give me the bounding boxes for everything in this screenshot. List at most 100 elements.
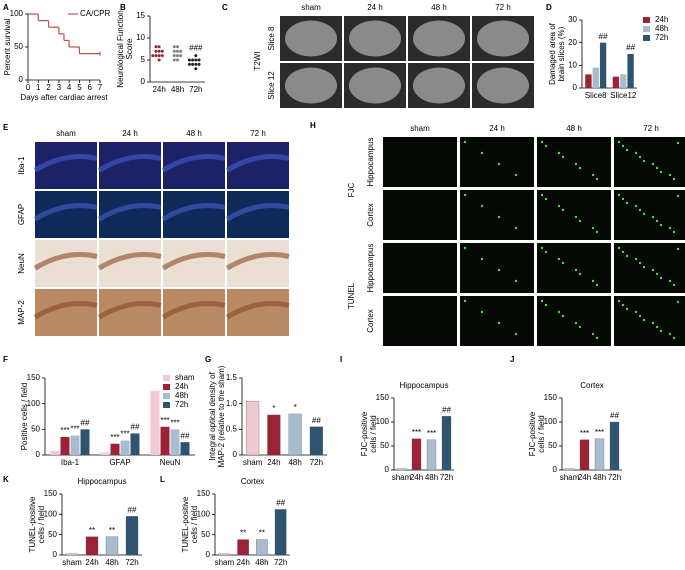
stained-cell <box>655 325 659 329</box>
significance: ** <box>240 529 246 538</box>
stained-cell <box>642 318 646 322</box>
micrograph <box>537 243 611 293</box>
score-dot <box>172 58 176 62</box>
stained-cell <box>480 204 484 208</box>
x-tick-label: sham <box>560 473 580 482</box>
y-axis-label: cells / field <box>537 415 546 452</box>
score-dot <box>160 49 164 53</box>
column-label: sham <box>56 129 76 138</box>
y-tick-label: 0 <box>53 550 58 559</box>
stained-cell <box>514 279 518 283</box>
bar <box>160 426 170 455</box>
stained-cell <box>642 159 646 163</box>
score-dot <box>179 54 183 58</box>
y-tick-label: 1.0 <box>226 399 238 408</box>
x-tick-label: 72h <box>189 85 202 94</box>
tissue-band <box>97 203 162 222</box>
bar <box>246 400 260 456</box>
stained-cell <box>561 208 565 212</box>
panel-letter: F <box>3 355 8 364</box>
significance: * <box>294 403 297 412</box>
bar <box>256 539 268 556</box>
x-tick-label: 72h <box>274 558 287 567</box>
bar <box>170 429 180 455</box>
significance: ** <box>109 526 115 535</box>
x-tick-label: 7 <box>98 83 103 92</box>
tissue-band <box>225 252 290 271</box>
score-dot <box>194 54 198 58</box>
stained-cell <box>557 310 561 314</box>
y-tick-label: 50 <box>201 530 210 539</box>
y-tick-label: 100 <box>27 399 41 408</box>
stained-cell <box>676 247 680 251</box>
x-axis-label: Days after cardiac arrest <box>20 93 108 102</box>
column-label: 48 h <box>431 3 447 12</box>
panel-letter: E <box>3 123 9 132</box>
legend-label: 24h <box>655 15 668 24</box>
stained-cell <box>540 193 544 197</box>
legend-swatch <box>643 26 650 32</box>
y-tick-label: 0 <box>19 75 24 84</box>
score-dot <box>187 58 191 62</box>
stained-cell <box>497 321 501 325</box>
group-label: FJC <box>347 182 356 197</box>
bar <box>120 440 130 455</box>
y-tick-label: 10 <box>568 60 577 69</box>
stained-cell <box>574 215 578 219</box>
bar <box>411 438 422 471</box>
stained-cell <box>655 219 659 223</box>
stained-cell <box>621 144 625 148</box>
x-tick-label: 72h <box>125 558 138 567</box>
micrograph <box>537 190 611 240</box>
bar <box>60 437 70 455</box>
legend-label: 72h <box>655 33 668 42</box>
stained-cell <box>595 336 599 340</box>
stained-cell <box>634 310 638 314</box>
stained-cell <box>574 268 578 272</box>
x-tick-label: 24h <box>85 558 98 567</box>
bar <box>85 536 99 556</box>
stained-cell <box>655 166 659 170</box>
row-label: Cortex <box>366 203 375 227</box>
score-dot <box>154 45 158 49</box>
column-label: 72 h <box>250 129 266 138</box>
tissue-band <box>161 301 226 320</box>
y-tick-label: 150 <box>197 489 211 498</box>
significance: *** <box>580 429 589 438</box>
y-tick-label: 50 <box>14 42 23 51</box>
brain-slice <box>284 67 338 104</box>
panel-letter: B <box>120 3 126 12</box>
bar <box>612 76 620 88</box>
micrograph <box>460 137 534 187</box>
y-tick-label: 50 <box>31 424 40 433</box>
y-tick-label: 0.5 <box>226 424 238 433</box>
row-label: Hippocampus <box>366 138 375 187</box>
stained-cell <box>625 148 629 152</box>
chart-title: Hippocampus <box>400 381 449 390</box>
stained-cell <box>625 307 629 311</box>
stained-cell <box>642 265 646 269</box>
stained-cell <box>655 272 659 276</box>
stained-cell <box>591 332 595 336</box>
bar <box>100 452 110 455</box>
x-tick-label: 24h <box>578 473 591 482</box>
stained-cell <box>497 268 501 272</box>
bar <box>125 516 139 556</box>
significance: ## <box>128 505 137 514</box>
stained-cell <box>634 257 638 261</box>
y-tick-label: 100 <box>376 417 390 426</box>
score-dot <box>194 67 198 71</box>
legend-swatch <box>643 35 650 41</box>
score-dot <box>176 45 179 49</box>
stained-cell <box>544 250 548 254</box>
column-label: 72 h <box>495 3 511 12</box>
row-label: NeuN <box>17 253 26 274</box>
legend-swatch <box>163 375 170 381</box>
stained-cell <box>672 283 676 287</box>
y-tick-label: 30 <box>568 15 577 24</box>
column-label: sham <box>410 124 430 133</box>
micrograph <box>460 243 534 293</box>
score-dot <box>194 58 198 62</box>
x-tick-label: 72h <box>608 473 621 482</box>
x-tick-label: 24h <box>152 85 165 94</box>
